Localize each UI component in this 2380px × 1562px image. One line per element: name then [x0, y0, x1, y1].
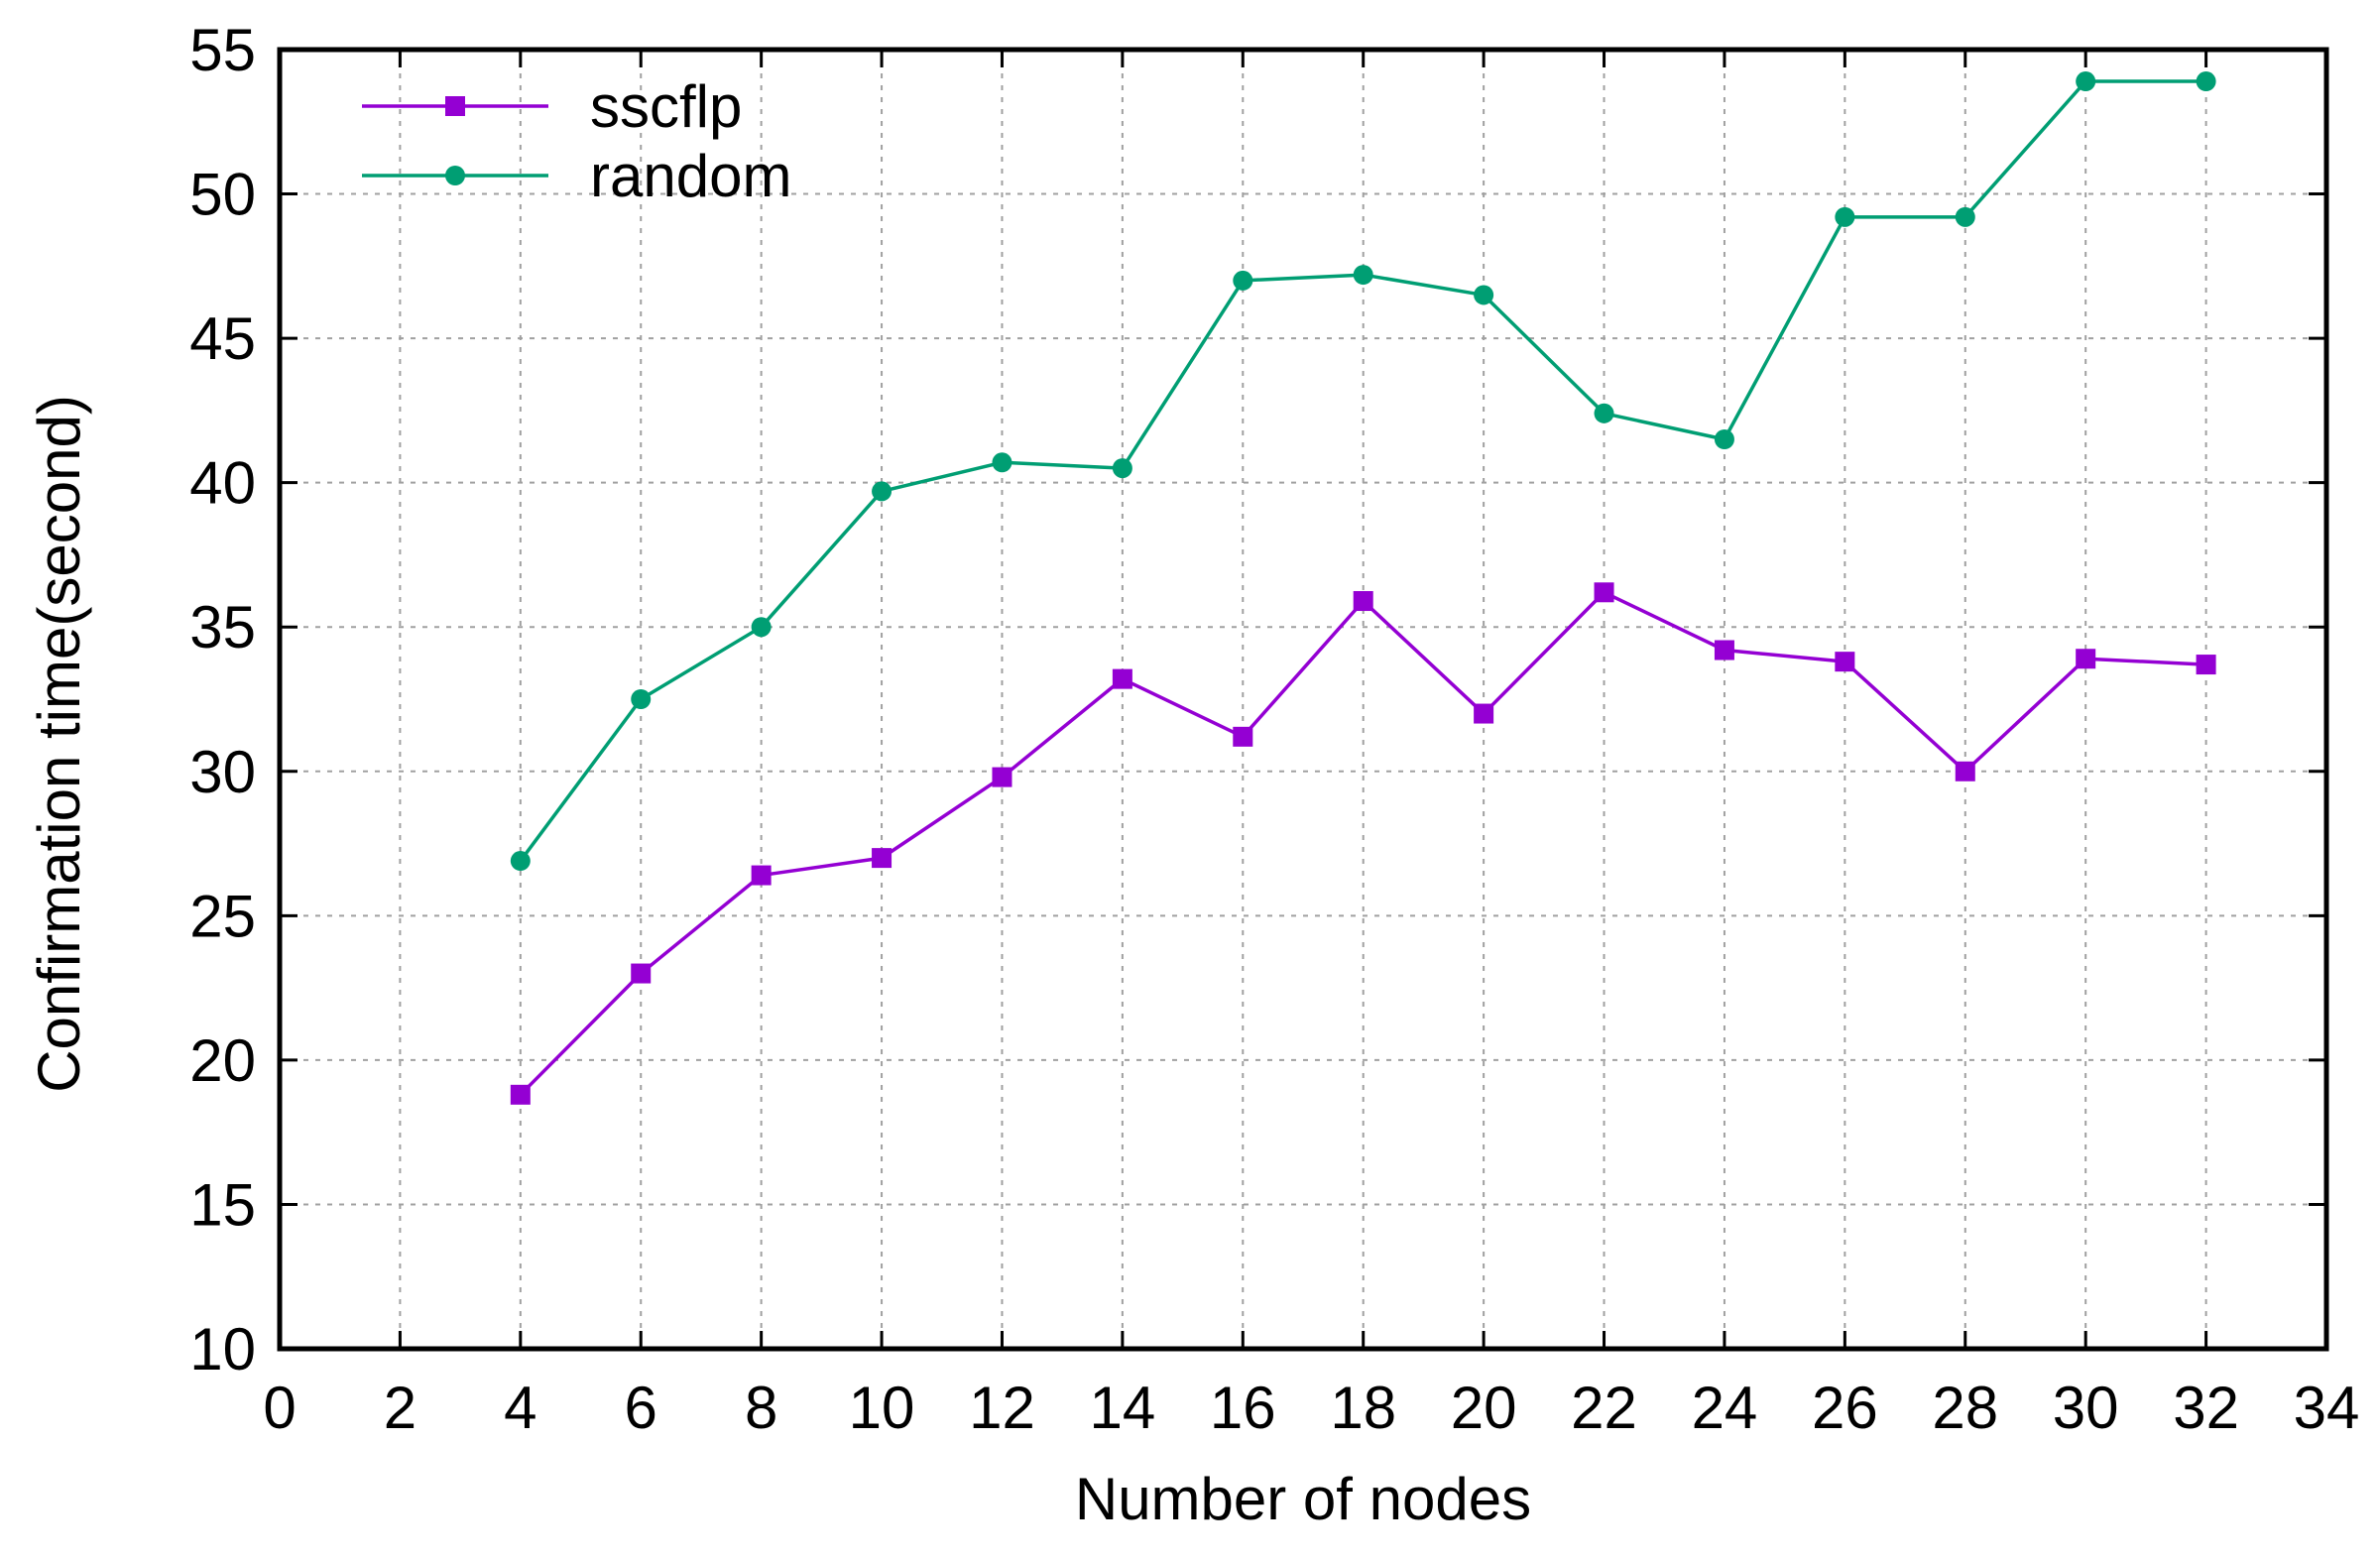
legend-marker — [445, 166, 465, 185]
x-tick-label: 0 — [263, 1375, 296, 1441]
x-tick-label: 28 — [1932, 1375, 1998, 1441]
x-tick-label: 18 — [1330, 1375, 1396, 1441]
legend-label: random — [590, 143, 791, 209]
data-point — [1594, 582, 1614, 603]
x-tick-label: 2 — [384, 1375, 416, 1441]
data-point — [1594, 403, 1614, 423]
data-point — [2076, 71, 2096, 92]
x-tick-label: 24 — [1692, 1375, 1758, 1441]
data-point — [1474, 703, 1494, 724]
data-point — [751, 865, 772, 886]
x-tick-label: 30 — [2053, 1375, 2119, 1441]
data-point — [631, 689, 652, 709]
series-random — [510, 71, 2216, 872]
data-point — [992, 767, 1012, 787]
axis-labels: Number of nodes Confirmation time(second… — [26, 395, 1531, 1532]
data-point — [1353, 591, 1373, 612]
data-point — [510, 851, 531, 872]
data-point — [1955, 206, 1975, 227]
y-tick-label: 40 — [189, 450, 256, 517]
data-point — [751, 617, 772, 638]
plot-area — [510, 71, 2216, 1105]
y-tick-label: 20 — [189, 1027, 256, 1094]
x-tick-label: 4 — [504, 1375, 536, 1441]
grid — [280, 50, 2326, 1349]
plot-frame — [277, 47, 2329, 1352]
x-tick-label: 10 — [849, 1375, 915, 1441]
legend-marker — [445, 96, 465, 116]
y-tick-label: 55 — [189, 17, 256, 83]
y-tick-label: 15 — [189, 1171, 256, 1238]
data-point — [1112, 458, 1132, 479]
legend-entry: sscflp — [362, 73, 742, 140]
y-axis-label: Confirmation time(second) — [26, 395, 92, 1093]
x-axis-label: Number of nodes — [1075, 1466, 1531, 1532]
x-tick-label: 26 — [1812, 1375, 1878, 1441]
y-tick-label: 45 — [189, 305, 256, 372]
x-tick-label: 14 — [1090, 1375, 1156, 1441]
data-point — [1112, 668, 1132, 689]
series-line — [519, 590, 2206, 1097]
data-point — [1353, 265, 1373, 286]
data-point — [1714, 640, 1734, 661]
data-point — [1835, 652, 1855, 672]
y-tick-label: 30 — [189, 739, 256, 805]
x-tick-label: 32 — [2173, 1375, 2239, 1441]
data-point — [872, 848, 892, 869]
x-tick-label: 20 — [1451, 1375, 1517, 1441]
y-tick-label: 25 — [189, 883, 256, 949]
data-point — [1233, 270, 1253, 291]
data-point — [631, 963, 652, 984]
legend-entry: random — [362, 143, 791, 209]
x-tick-label: 22 — [1571, 1375, 1637, 1441]
data-point — [2196, 71, 2216, 92]
y-tick-label: 10 — [189, 1316, 256, 1382]
x-tick-label: 12 — [969, 1375, 1035, 1441]
axes: 0 2 4 6 8 10 12 14 16 18 20 22 24 26 28 30 32 34101520253… — [189, 17, 2359, 1441]
data-point — [2076, 649, 2096, 669]
x-tick-label: 16 — [1210, 1375, 1276, 1441]
data-point — [992, 452, 1012, 473]
data-point — [1233, 726, 1253, 747]
data-point — [872, 481, 892, 502]
y-tick-label: 35 — [189, 594, 256, 661]
data-point — [1835, 206, 1855, 227]
data-point — [2196, 655, 2216, 675]
data-point — [510, 1084, 531, 1105]
series-sscflp — [510, 582, 2216, 1105]
data-point — [1714, 429, 1734, 449]
y-tick-label: 50 — [189, 162, 256, 228]
x-tick-label: 34 — [2294, 1375, 2360, 1441]
legend-label: sscflp — [590, 73, 742, 140]
x-tick-label: 8 — [745, 1375, 777, 1441]
data-point — [1474, 285, 1494, 305]
data-point — [1955, 761, 1975, 781]
x-tick-label: 6 — [625, 1375, 657, 1441]
